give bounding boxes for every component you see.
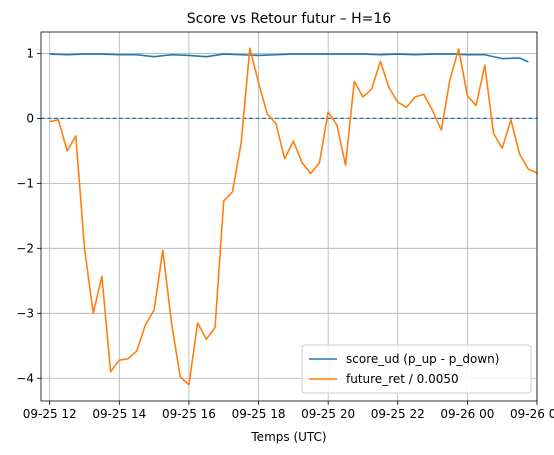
x-tick-label: 09-25 14 <box>92 407 146 421</box>
x-tick-label: 09-26 00 <box>440 407 494 421</box>
y-tick-label: 1 <box>26 46 34 60</box>
x-tick-label: 09-25 20 <box>301 407 355 421</box>
x-axis-label: Temps (UTC) <box>250 430 326 444</box>
y-axis-ticks: 1 0 −1 −2 −3 −4 <box>16 46 41 385</box>
legend-label-0: score_ud (p_up - p_down) <box>346 352 499 366</box>
x-tick-label: 09-25 22 <box>371 407 425 421</box>
series-layer <box>49 47 538 386</box>
chart-title: Score vs Retour futur – H=16 <box>187 11 392 27</box>
y-tick-label: −4 <box>16 371 34 385</box>
x-tick-label: 09-25 12 <box>23 407 77 421</box>
x-axis-ticks: 09-25 12 09-25 14 09-25 16 09-25 18 09-25 20… <box>23 401 554 421</box>
series-line-0 <box>49 53 529 63</box>
y-tick-label: −1 <box>16 176 34 190</box>
y-tick-label: −3 <box>16 306 34 320</box>
y-tick-label: −2 <box>16 241 34 255</box>
x-tick-label: 09-26 02 <box>510 407 554 421</box>
x-tick-label: 09-25 16 <box>162 407 216 421</box>
legend-box <box>301 344 532 394</box>
legend-label-1: future_ret / 0.0050 <box>346 372 459 386</box>
series-line-1 <box>49 47 538 386</box>
y-tick-label: 0 <box>26 111 34 125</box>
legend: score_ud (p_up - p_down) future_ret / 0.0… <box>301 344 532 394</box>
plot-frame <box>40 31 538 402</box>
x-tick-label: 09-25 18 <box>232 407 286 421</box>
